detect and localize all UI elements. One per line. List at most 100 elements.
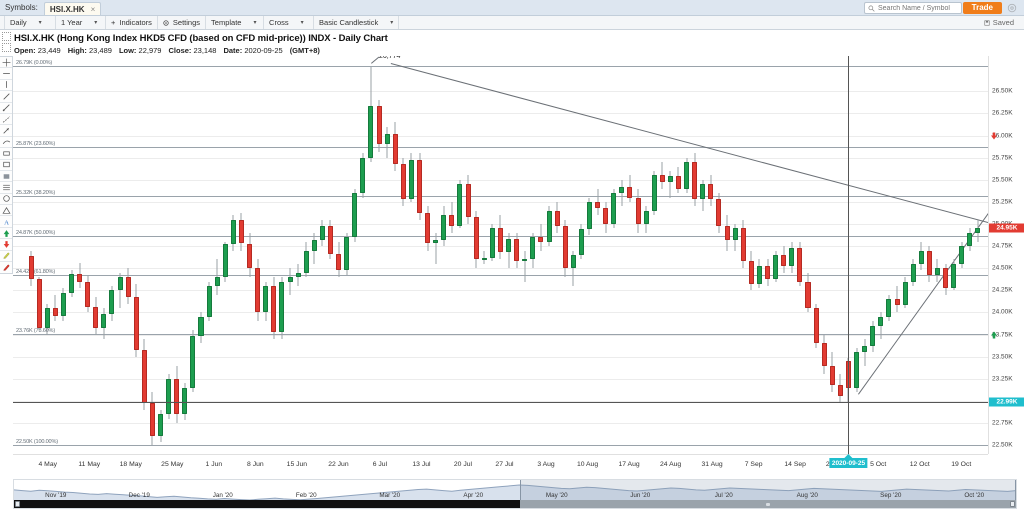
candlestick xyxy=(821,56,827,454)
candle-body-bearish xyxy=(93,307,99,329)
expand-icon[interactable] xyxy=(2,32,11,41)
navigator[interactable]: Nov '19 Dec '19 Jan '20 Feb '20 Mar '20 Apr '… xyxy=(13,479,1017,509)
candle-wick xyxy=(119,272,121,309)
candlestick xyxy=(465,56,471,454)
tool-vertical-line-icon[interactable] xyxy=(0,80,12,92)
price-tick-label: 23.75K xyxy=(992,331,1013,339)
navigator-handle-left[interactable] xyxy=(15,501,20,507)
range-dropdown[interactable]: 1 Year ▾ xyxy=(56,16,106,29)
save-icon xyxy=(984,19,990,26)
candlestick xyxy=(481,56,487,454)
candle-body-bearish xyxy=(465,184,471,217)
candlestick xyxy=(724,56,730,454)
date-axis[interactable]: 4 May 11 May 18 May 25 May 1 Jun 8 Jun 15 Jun 2… xyxy=(13,454,988,473)
candle-body-bearish xyxy=(659,175,665,182)
candle-body-bearish xyxy=(797,247,803,283)
navigator-selection[interactable] xyxy=(520,480,1016,502)
candlestick xyxy=(506,56,512,454)
indicators-button[interactable]: + Indicators xyxy=(106,16,158,29)
candle-body-bullish xyxy=(44,308,50,328)
gear-icon[interactable] xyxy=(1007,3,1017,13)
vertical-line-icon xyxy=(5,81,7,89)
tool-arrow-line-icon[interactable] xyxy=(0,125,12,137)
timeframe-label: Daily xyxy=(10,18,27,27)
fib-level-line[interactable] xyxy=(13,445,988,447)
symbol-tab-hsi[interactable]: HSI.X.HK × xyxy=(43,2,102,15)
high-label: High: xyxy=(67,46,87,55)
tool-triangle-icon[interactable] xyxy=(0,205,12,217)
candle-body-bearish xyxy=(473,216,479,260)
chevron-down-icon: ▾ xyxy=(390,20,394,26)
close-icon[interactable]: × xyxy=(90,4,96,14)
candlestick xyxy=(230,56,236,454)
cursor-dropdown[interactable]: Cross ▾ xyxy=(264,16,315,29)
candle-body-bearish xyxy=(149,402,155,437)
candle-body-bullish xyxy=(206,285,212,317)
candle-body-bearish xyxy=(813,308,819,344)
fib-level-line[interactable] xyxy=(13,147,988,149)
chart-canvas[interactable]: 26.79K (0.00%) 25.87K (23.60%) 25.32K (38.… xyxy=(13,56,988,454)
tool-up-arrow-icon[interactable] xyxy=(0,228,12,240)
candlestick xyxy=(894,56,900,454)
search-icon xyxy=(868,5,875,12)
timeframe-dropdown[interactable]: Daily ▾ xyxy=(4,16,56,29)
price-tick-label: 26.50K xyxy=(992,87,1013,95)
tool-filled-rectangle-icon[interactable] xyxy=(0,171,12,183)
gridline xyxy=(13,400,988,402)
gridline xyxy=(13,157,988,159)
tool-brush-icon[interactable] xyxy=(0,262,12,273)
fib-level-line[interactable] xyxy=(13,333,988,335)
candle-body-bullish xyxy=(182,387,188,415)
trade-button[interactable]: Trade xyxy=(962,2,1002,14)
tool-parallel-channel-icon[interactable] xyxy=(0,137,12,149)
tool-ray-icon[interactable] xyxy=(0,103,12,114)
tool-rectangle-icon[interactable] xyxy=(0,160,12,171)
tool-down-arrow-icon[interactable] xyxy=(0,239,12,251)
candle-body-bearish xyxy=(635,197,641,225)
fib-level-label: 26.79K (0.00%) xyxy=(16,59,53,66)
gear-icon xyxy=(163,19,169,26)
candle-body-bearish xyxy=(675,176,681,189)
candlestick xyxy=(497,56,503,454)
saved-label: Saved xyxy=(992,18,1014,27)
candle-body-bearish xyxy=(805,282,811,309)
price-tick-label: 22.50K xyxy=(992,441,1013,449)
search-box[interactable] xyxy=(864,2,962,14)
tool-horizontal-line-icon[interactable] xyxy=(0,68,12,80)
candle-body-bearish xyxy=(748,261,754,285)
tool-extended-line-icon[interactable] xyxy=(0,114,12,126)
candle-body-bearish xyxy=(133,296,139,350)
tool-trendline-icon[interactable] xyxy=(0,91,12,103)
saved-button[interactable]: Saved xyxy=(984,18,1014,27)
template-dropdown[interactable]: Template ▾ xyxy=(206,16,265,29)
candle-body-bearish xyxy=(141,349,147,403)
candle-body-bearish xyxy=(845,361,851,388)
price-axis[interactable]: 26.50K26.25K26.00K25.75K25.50K25.25K25.0… xyxy=(988,56,1024,454)
candlestick xyxy=(198,56,204,454)
navigator-handle-right[interactable] xyxy=(1010,501,1015,507)
tool-fibonacci-retracement-icon[interactable] xyxy=(0,182,12,194)
price-tick-label: 23.50K xyxy=(992,353,1013,361)
candle-body-bullish xyxy=(773,255,779,279)
candlestick xyxy=(675,56,681,454)
up-arrow-marker xyxy=(991,331,997,339)
search-input[interactable] xyxy=(878,4,958,12)
candle-body-bullish xyxy=(158,414,164,437)
candlestick xyxy=(837,56,843,454)
expand-icon-secondary[interactable] xyxy=(2,43,11,52)
navigator-grip[interactable] xyxy=(766,502,770,506)
settings-button[interactable]: Settings xyxy=(158,16,207,29)
navigator-area-fill xyxy=(14,485,1016,502)
fib-level-line[interactable] xyxy=(13,195,988,197)
chart-type-dropdown[interactable]: Basic Candlestick ▾ xyxy=(314,16,400,29)
tool-pitchfork-icon[interactable] xyxy=(0,148,12,160)
date-tick-label: 24 Aug xyxy=(659,461,682,468)
tool-highlighter-icon[interactable] xyxy=(0,251,12,263)
tool-crosshair-icon[interactable] xyxy=(0,57,12,69)
tool-text-icon[interactable]: A xyxy=(0,216,12,228)
fib-level-line[interactable] xyxy=(13,275,988,277)
fib-level-line[interactable] xyxy=(13,65,988,67)
tool-ellipse-icon[interactable] xyxy=(0,194,12,206)
navigator-scrollbar[interactable] xyxy=(14,500,1016,508)
rectangle-icon xyxy=(2,162,10,168)
